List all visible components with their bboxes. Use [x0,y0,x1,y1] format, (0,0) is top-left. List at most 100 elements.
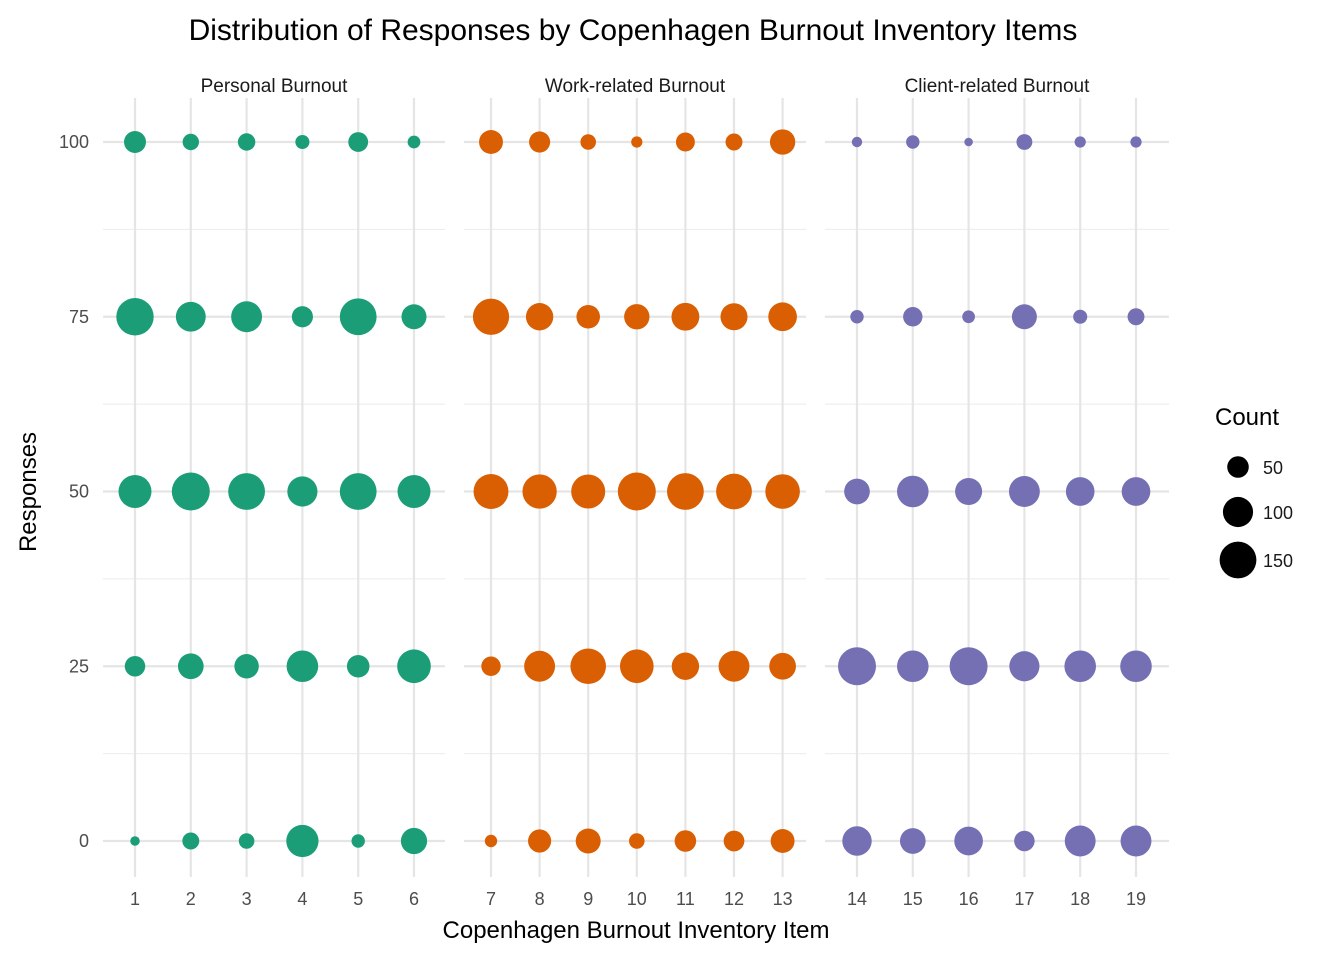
bubble-point [130,836,140,846]
bubble-point [182,832,200,850]
facet-strip-label: Work-related Burnout [545,76,726,97]
bubble-point [339,298,377,336]
x-tick-label: 10 [627,889,647,909]
bubble-point [472,298,510,335]
bubble-point [899,828,926,854]
bubble-point [479,130,503,154]
bubble-point [962,310,975,324]
bubble-point [1014,830,1035,852]
facet-strip-label: Client-related Burnout [905,76,1091,97]
bubble-point [116,298,154,336]
bubble-point [1121,477,1151,506]
bubble-point [177,653,204,680]
x-axis-label: Copenhagen Burnout Inventory Item [443,917,830,944]
bubble-point [286,824,319,858]
bubble-point [525,303,554,331]
bubble-point [231,301,263,333]
legend-key-label: 50 [1263,458,1283,478]
bubble-point [1064,825,1096,857]
legend-title: Count [1215,404,1279,431]
bubble-point [570,648,606,685]
bubble-point [576,304,600,329]
x-tick-label: 15 [903,889,923,909]
bubble-point [1011,304,1037,330]
bubble-point [522,474,557,509]
y-tick-label: 25 [69,656,89,676]
bubble-point [1008,476,1040,507]
bubble-point [118,475,152,508]
bubble-point [1016,134,1033,150]
facet-strip-label: Personal Burnout [201,76,349,97]
bubble-point [903,307,923,327]
y-tick-label: 100 [59,132,89,152]
bubble-point [286,650,319,683]
bubble-point [850,310,864,324]
bubble-point [1120,650,1152,683]
x-tick-label: 2 [186,889,196,909]
x-tick-label: 3 [242,889,252,909]
bubble-point [529,131,551,153]
legend-key-label: 150 [1263,551,1293,571]
facet-panel: 14 15 16 17 18 19 Client-related Burnout [825,76,1169,909]
bubble-point [617,472,656,511]
bubble-point [725,133,743,151]
bubble-point [769,652,796,680]
bubble-point [1130,136,1142,148]
bubble-point [351,834,365,848]
bubble-point [397,475,431,508]
x-tick-label: 19 [1126,889,1146,909]
bubble-point [671,652,700,680]
bubble-point [671,302,700,331]
x-tick-label: 8 [535,889,545,909]
bubble-point [949,647,988,686]
bubble-point [842,826,872,856]
bubble-point [339,473,377,510]
bubble-point [1064,650,1096,683]
x-tick-label: 11 [676,889,695,909]
bubble-point [720,303,748,331]
bubble-point [955,477,983,506]
bubble-point [770,829,795,853]
bubble-point [838,647,876,686]
bubble-point [897,650,929,683]
bubble-point [964,137,973,147]
legend-key-circle [1219,541,1257,579]
bubble-point [524,650,556,682]
bubble-point [407,135,421,149]
y-tick-label: 50 [69,482,89,502]
x-tick-label: 1 [130,889,140,909]
bubble-point [397,649,431,684]
bubble-point [228,473,265,510]
bubble-point [897,475,929,508]
bubble-point [768,302,797,332]
bubble-point [234,654,259,679]
bubble-point [575,828,601,854]
x-tick-label: 13 [773,889,793,909]
bubble-point [954,826,983,856]
bubble-point [346,654,370,678]
bubble-point [619,649,654,684]
y-axis-ticks: 0 25 50 75 100 [59,132,89,851]
x-tick-label: 16 [959,889,979,909]
x-tick-label: 17 [1014,889,1034,909]
bubble-point [287,476,318,507]
bubble-point [348,132,369,152]
bubble-point [171,472,210,511]
bubble-point [182,133,199,151]
bubble-point [124,656,146,677]
bubble-point [1074,136,1086,148]
y-axis-label: Responses [15,432,42,552]
bubble-point [571,474,606,509]
bubble-point [851,136,863,148]
bubble-point [1120,825,1152,857]
bubble-point [1127,308,1145,326]
bubble-point [473,474,509,509]
bubble-point [175,301,206,332]
bubble-point [124,131,146,153]
x-tick-label: 4 [297,889,307,909]
bubble-point [667,473,704,510]
bubble-point [481,656,501,676]
bubble-point [528,829,552,853]
y-tick-label: 75 [69,307,89,327]
